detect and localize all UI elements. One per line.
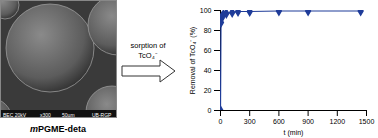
svg-text:1200: 1200 bbox=[330, 118, 346, 125]
svg-text:80: 80 bbox=[204, 27, 212, 34]
svg-text:40: 40 bbox=[204, 67, 212, 74]
svg-text:60: 60 bbox=[204, 47, 212, 54]
svg-text:mPGME-deta: mPGME-deta bbox=[30, 124, 87, 134]
svg-text:TcO₄⁻: TcO₄⁻ bbox=[138, 51, 157, 60]
svg-text:0: 0 bbox=[208, 107, 212, 114]
svg-text:sorption of: sorption of bbox=[130, 41, 166, 50]
svg-text:BEC 20kV: BEC 20kV bbox=[3, 112, 27, 118]
svg-text:20: 20 bbox=[204, 87, 212, 94]
svg-text:900: 900 bbox=[302, 118, 314, 125]
svg-text:UB-RGP: UB-RGP bbox=[92, 112, 112, 118]
svg-text:100: 100 bbox=[200, 7, 212, 14]
svg-text:1500: 1500 bbox=[359, 118, 375, 125]
svg-text:300: 300 bbox=[244, 118, 256, 125]
svg-text:t (min): t (min) bbox=[284, 129, 304, 137]
svg-text:Removal of TcO₄⁻ (%): Removal of TcO₄⁻ (%) bbox=[189, 27, 197, 94]
svg-text:0: 0 bbox=[219, 118, 223, 125]
svg-text:50µm: 50µm bbox=[62, 112, 75, 118]
svg-text:600: 600 bbox=[273, 118, 285, 125]
svg-text:x300: x300 bbox=[40, 112, 51, 118]
